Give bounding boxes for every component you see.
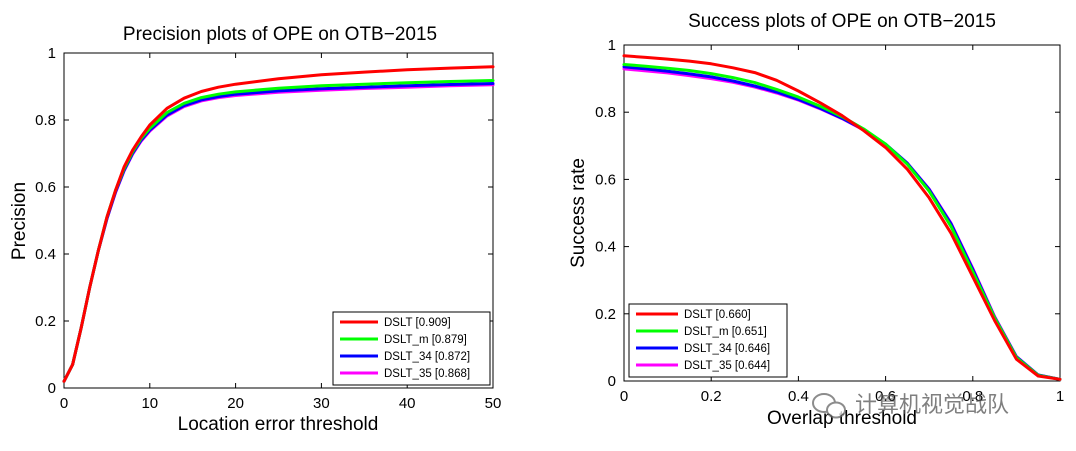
y-tick-label: 0.4 [35, 246, 56, 263]
y-tick-label: 0.8 [35, 112, 56, 129]
y-tick-label: 0.6 [595, 171, 616, 188]
legend-label: DSLT [0.909] [384, 317, 451, 329]
y-tick-label: 0.2 [595, 306, 616, 323]
x-tick-label: 1 [1056, 388, 1064, 405]
x-tick-label: 20 [227, 395, 244, 412]
x-tick-label: 0 [620, 388, 628, 405]
chart-title: Success plots of OPE on OTB−2015 [688, 11, 996, 32]
legend-label: DSLT_34 [0.872] [384, 351, 470, 363]
x-tick-label: 0 [60, 395, 68, 412]
x-tick-label: 30 [313, 395, 330, 412]
axis-ticks [63, 52, 494, 389]
axis-tick-labels: 0 10 20 30 40 50 0 0.2 0.4 0.6 0.8 1 [35, 45, 501, 412]
plot-area-frame [63, 52, 494, 389]
wechat-icon [812, 393, 846, 419]
watermark: 计算机视觉战队 [812, 393, 1009, 419]
y-tick-label: 0.6 [35, 179, 56, 196]
precision-chart: Precision plots of OPE on OTB−2015 0 10 20… [9, 24, 501, 435]
y-tick-label: 0.2 [35, 313, 56, 330]
x-tick-label: 40 [399, 395, 416, 412]
legend-label: DSLT_35 [0.868] [384, 368, 470, 380]
axis-tick-labels: 0 0.2 0.4 0.6 0.8 1 0 0.2 0.4 0.6 0.8 1 [595, 37, 1064, 405]
axis-ticks [623, 44, 1061, 382]
x-tick-label: 0.2 [701, 388, 722, 405]
x-axis-label: Overlap threshold [767, 408, 917, 429]
x-tick-label: 0.8 [962, 388, 983, 405]
x-tick-label: 10 [141, 395, 158, 412]
series-line-dslt [622, 54, 1062, 381]
y-tick-label: 0.4 [595, 239, 616, 256]
x-tick-label: 0.4 [788, 388, 809, 405]
chart-title: Precision plots of OPE on OTB−2015 [123, 24, 437, 45]
series-lines [62, 65, 495, 383]
legend-label: DSLT_34 [0.646] [684, 343, 770, 355]
legend-label: DSLT_m [0.879] [384, 334, 467, 346]
plot-area-frame [623, 44, 1061, 382]
series-lines [622, 54, 1062, 381]
success-chart: Success plots of OPE on OTB−2015 0 0.2 0.4… [568, 11, 1064, 429]
y-axis-label: Success rate [568, 158, 589, 268]
y-tick-label: 1 [48, 45, 56, 62]
y-tick-label: 0 [608, 373, 616, 390]
x-tick-label: 0.6 [875, 388, 896, 405]
x-tick-label: 50 [485, 395, 502, 412]
y-tick-label: 0.8 [595, 104, 616, 121]
series-line-dslt [62, 65, 495, 383]
legend-label: DSLT [0.660] [684, 309, 751, 321]
legend-label: DSLT_35 [0.644] [684, 360, 770, 372]
y-tick-label: 1 [608, 37, 616, 54]
watermark-text: 计算机视觉战队 [855, 393, 1009, 418]
y-tick-label: 0 [48, 380, 56, 397]
legend: DSLT [0.909] DSLT_m [0.879] DSLT_34 [0.872… [332, 311, 491, 386]
x-axis-label: Location error threshold [178, 414, 379, 435]
y-axis-label: Precision [9, 182, 30, 260]
legend-label: DSLT_m [0.651] [684, 326, 767, 338]
legend: DSLT [0.660] DSLT_m [0.651] DSLT_34 [0.646… [628, 303, 788, 378]
